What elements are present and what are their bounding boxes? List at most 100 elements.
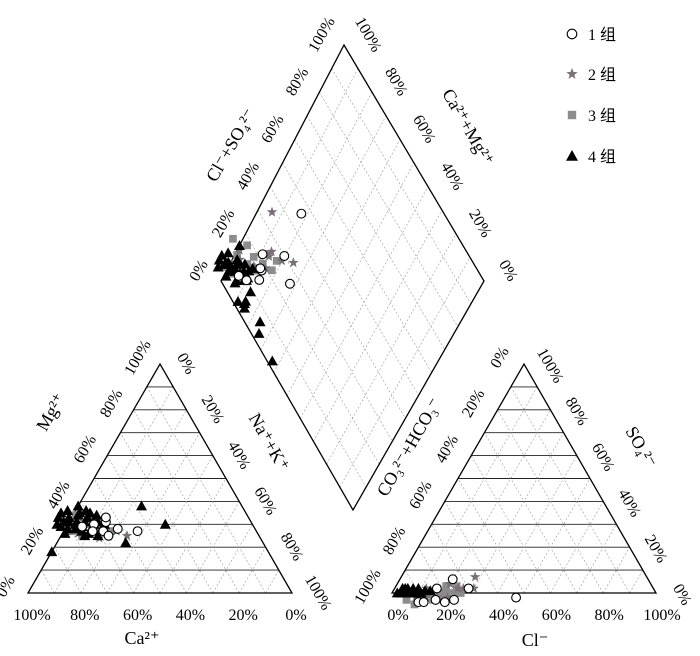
legend-label-2: 2 组 [588, 66, 616, 84]
cation-triangle-grid [40, 386, 280, 594]
cation-point-g3 [107, 527, 116, 536]
diamond-point-g4 [240, 295, 252, 306]
diamond-point-g3 [263, 250, 272, 258]
cation-left-tick: 60% [71, 432, 100, 466]
anion-bottom-tick: 60% [542, 607, 571, 624]
diamond-right-axis-label: Ca²⁺+Mg²⁺ [438, 85, 498, 169]
anion-left-tick: 40% [433, 432, 462, 466]
anion-right-tick: 0% [669, 581, 694, 608]
diamond-point-g4 [234, 258, 246, 269]
anion-point-g3 [402, 596, 411, 604]
cation-grid [120, 432, 214, 594]
anion-grid [431, 524, 472, 594]
anion-point-g2 [452, 582, 464, 593]
cation-point-g4 [136, 500, 148, 511]
legend-symbol-1 [566, 28, 578, 40]
diamond-point-g2 [288, 257, 299, 268]
cation-bottom-tick: 60% [123, 607, 152, 624]
diamond-right-tick: 20% [465, 207, 494, 241]
diamond-point-g1 [279, 251, 290, 261]
anion-bottom-tick: 80% [595, 607, 624, 624]
cation-frame [26, 362, 294, 594]
cation-grid [238, 547, 266, 594]
cation-left-tick: 0% [0, 573, 19, 600]
legend: 1 组 2 组 3 组 4 组 [566, 26, 616, 166]
cation-point-g4 [80, 505, 92, 515]
cation-point-g1 [87, 526, 98, 537]
anion-right-tick: 80% [562, 395, 591, 429]
cation-grid [40, 569, 55, 594]
diamond-point-g1 [255, 263, 266, 274]
diamond-point-g3 [249, 252, 258, 261]
diamond-point-g4 [266, 355, 278, 366]
cation-grid [265, 569, 280, 594]
cation-point-g4 [63, 511, 75, 522]
diamond-right-tick: 100% [351, 14, 384, 55]
cation-point-g4 [72, 500, 84, 511]
diamond-left-tick: 60% [258, 112, 287, 146]
diamond-point-g1 [241, 275, 252, 286]
anion-point-g3 [440, 589, 449, 597]
diamond-point-g4 [233, 240, 245, 250]
anion-point-g1 [439, 597, 450, 608]
legend-symbol-2 [566, 68, 578, 79]
cation-right-tick: 80% [277, 530, 306, 564]
diamond-grid [269, 186, 406, 419]
diamond-point-g4 [232, 295, 244, 306]
cation-point-g4 [120, 537, 132, 548]
diamond-grid [326, 233, 457, 465]
cation-point-g1 [77, 521, 88, 532]
cation-grid [106, 455, 187, 594]
diamond-point-g4 [216, 249, 228, 260]
cation-bottom-tick: 20% [229, 607, 258, 624]
legend-symbols [566, 28, 578, 161]
plot-frames [26, 43, 658, 594]
diamond-left-tick: 100% [305, 14, 338, 55]
anion-point-g4 [412, 582, 424, 593]
cation-point-g2 [121, 530, 133, 541]
anion-bottom-tick: 40% [489, 607, 518, 624]
diamond-grid [313, 210, 443, 442]
anion-point-g1 [511, 592, 522, 603]
diamond-point-g4 [243, 265, 255, 276]
cation-bottom-tick: 80% [70, 607, 99, 624]
diamond-point-g1 [254, 275, 265, 285]
diamond-point-g2 [263, 250, 275, 261]
anion-grid [470, 432, 564, 594]
cation-right-axis-label: Na⁺+K⁺ [245, 410, 294, 475]
cation-grid [67, 524, 108, 594]
diamond-point-g4 [222, 247, 234, 258]
anion-point-g3 [452, 582, 461, 590]
anion-bottom-tick: 20% [436, 607, 465, 624]
anion-right-tick: 60% [588, 440, 617, 474]
anion-grid [497, 409, 604, 594]
diamond-point-g1 [284, 278, 295, 289]
cation-point-g1 [112, 523, 123, 534]
anion-grid [444, 501, 498, 594]
anion-bottom-axis-label: Cl⁻ [522, 630, 549, 650]
diamond-point-g3 [272, 257, 281, 265]
diamond-point-g4 [212, 261, 224, 272]
legend-label-4: 4 组 [588, 148, 616, 166]
cation-point-g1 [100, 512, 111, 523]
diamond-right-tick: 40% [437, 159, 466, 193]
cation-left-tick: 20% [18, 524, 47, 558]
cation-left-tick: 80% [97, 387, 126, 421]
diamond-point-g1 [296, 208, 307, 219]
anion-grid [457, 478, 525, 594]
diamond-point-g2 [266, 246, 277, 257]
anion-bottom-tick: 100% [643, 607, 680, 624]
cation-grid [54, 386, 174, 594]
diamond-grid [282, 162, 419, 396]
anion-grid [470, 455, 551, 594]
diamond-point-g4 [253, 327, 265, 338]
diamond-grid [339, 257, 471, 488]
anion-point-g3 [446, 589, 454, 597]
anion-point-g1 [431, 583, 442, 594]
diamond-grid [306, 115, 445, 350]
anion-point-g3 [442, 582, 450, 590]
anion-left-tick: 0% [487, 344, 512, 371]
anion-point-g1 [447, 574, 458, 585]
anion-triangle-grid [404, 386, 644, 594]
diamond-right-tick: 60% [409, 112, 438, 146]
